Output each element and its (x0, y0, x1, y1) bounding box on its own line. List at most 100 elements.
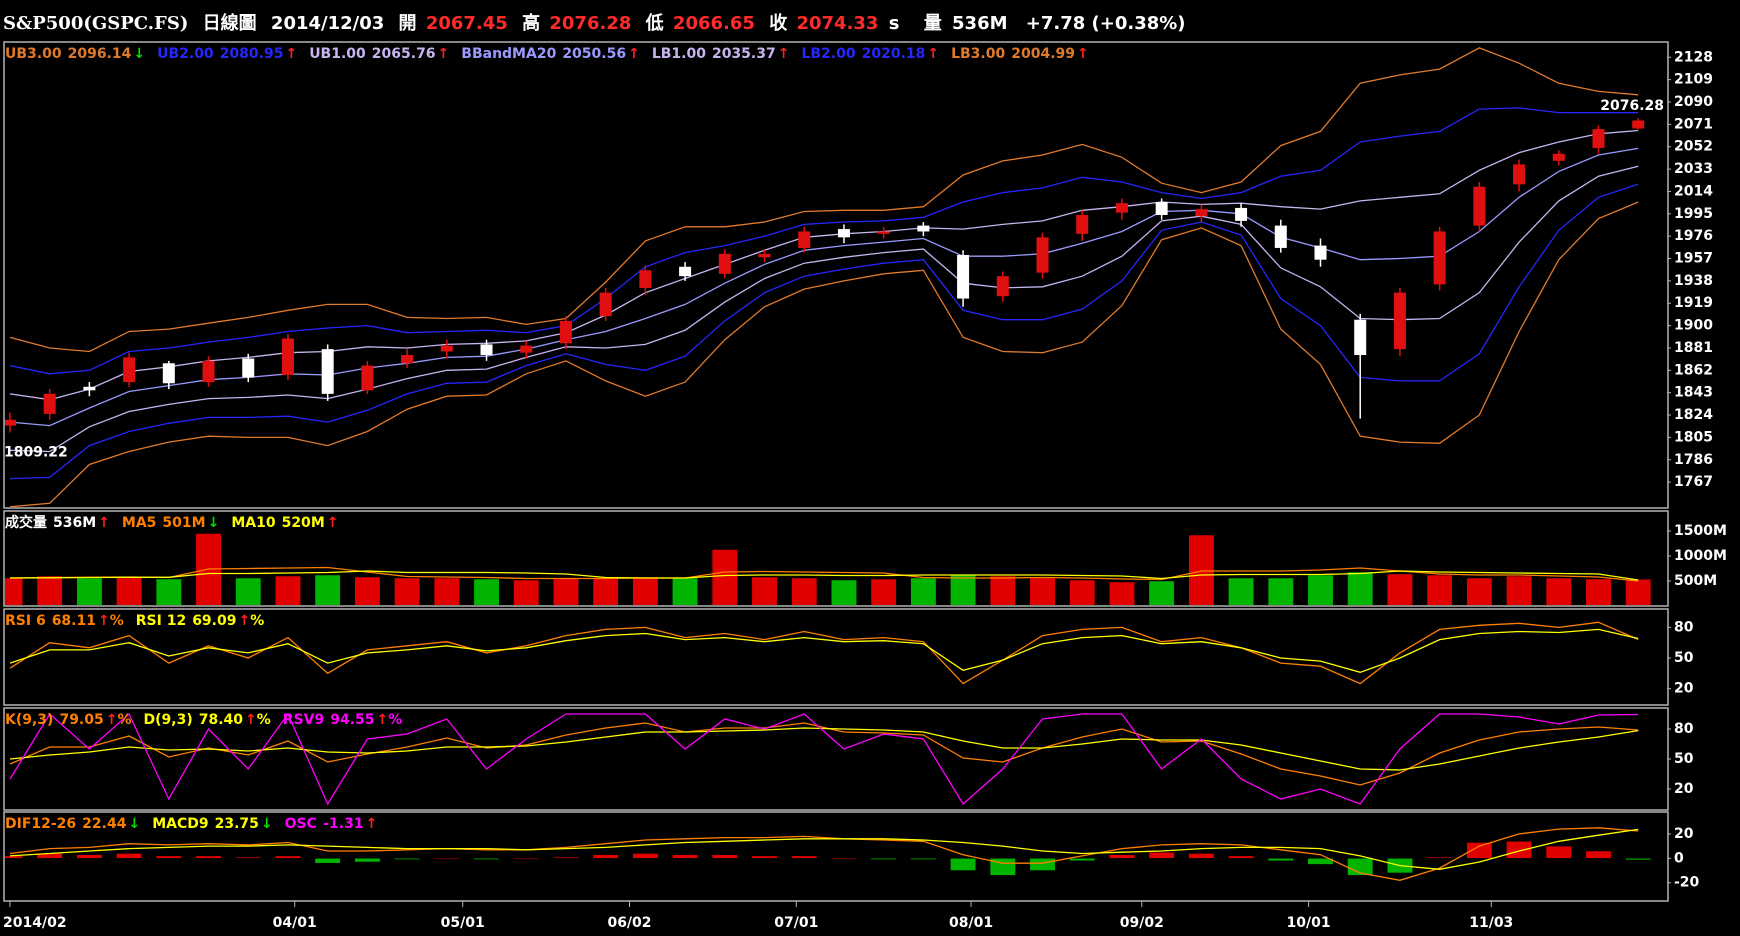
date: 2014/12/03 (271, 13, 384, 34)
candle-body (1076, 214, 1089, 234)
bar (116, 853, 143, 859)
legend-name: BBandMA20 (461, 46, 556, 62)
legend-unit: M (311, 515, 325, 531)
legend-entry: MA5 501M ↓ (122, 515, 219, 531)
legend-trend: ↑ (628, 46, 640, 62)
legend-name: LB1.00 (652, 46, 706, 62)
legend-entry: RSV9 94.55 ↑% (283, 712, 403, 728)
bar (1188, 853, 1215, 859)
legend-value: 22.44 (82, 816, 127, 832)
panel (5, 827, 1652, 881)
panel (9, 712, 1639, 806)
y-tick-label: 1843 (1674, 385, 1713, 401)
y-tick-label: 0 (1674, 850, 1684, 866)
candle-body (599, 292, 612, 317)
y-tick-label: 1938 (1674, 273, 1713, 289)
bar (1228, 577, 1255, 605)
y-tick-label: 20 (1674, 681, 1694, 697)
legend-name: UB2.00 (157, 46, 214, 62)
legend-entry: MACD9 23.75 ↓ (152, 816, 272, 832)
symbol: S&P500(GSPC.FS) (3, 13, 188, 34)
bar (195, 855, 222, 859)
bar (473, 858, 500, 860)
bar (830, 858, 857, 860)
legend-value: -1.31 (323, 816, 363, 832)
y-tick-label: 1862 (1674, 362, 1713, 378)
bar (1506, 575, 1533, 605)
bar (1267, 858, 1294, 862)
legend-trend: ↑ (106, 712, 118, 728)
bar (235, 577, 262, 605)
bar (195, 533, 222, 605)
low-annotation: 1809.22 (4, 444, 68, 460)
legend-trend: ↑ (98, 515, 110, 531)
legend-name: RSV9 (283, 712, 324, 728)
period: 日線圖 (203, 12, 257, 34)
candle-body (917, 225, 930, 232)
bar (1466, 577, 1493, 605)
indicator-line (9, 712, 1639, 806)
candle-body (877, 231, 890, 234)
panel (5, 47, 1645, 507)
y-tick-label: 50 (1674, 650, 1694, 666)
candle-body (559, 320, 572, 344)
volume-value: 536M (952, 13, 1008, 34)
bar (473, 578, 500, 605)
legend-entry: 成交量 536M ↑ (5, 514, 110, 531)
legend-trend: ↑ (778, 46, 790, 62)
candle-body (202, 360, 215, 383)
y-tick-label: 20 (1674, 826, 1694, 842)
band-line (9, 47, 1639, 353)
candle-body (440, 345, 453, 352)
bar (870, 578, 897, 605)
legend-name: UB1.00 (309, 46, 366, 62)
bar (275, 575, 301, 605)
candle-body (1036, 237, 1049, 273)
candle-body (281, 338, 294, 376)
legend-unit: M (192, 515, 206, 531)
y-tick-label: 20 (1674, 781, 1694, 797)
y-tick-label: 1919 (1674, 295, 1713, 311)
bar (513, 579, 540, 605)
band-line (9, 201, 1639, 507)
candle-body (242, 358, 255, 378)
bar (354, 576, 381, 605)
y-tick-label: 1995 (1674, 206, 1713, 222)
bar (354, 858, 381, 863)
legend-name: MACD9 (152, 816, 208, 832)
legend-trend: ↑ (285, 46, 297, 62)
legend-entry: RSI 6 68.11 ↑% (5, 613, 124, 629)
legend-unit: % (110, 613, 124, 629)
bar (1625, 858, 1652, 861)
bar (1069, 579, 1096, 605)
bar (76, 577, 103, 605)
candle-body (1115, 203, 1128, 213)
bar (592, 854, 619, 859)
legend-value: 2020.18 (862, 46, 926, 62)
candle-body (321, 349, 334, 394)
legend-entry: LB2.00 2020.18 ↑ (801, 46, 939, 62)
bar (1545, 845, 1572, 859)
legend-unit: % (117, 712, 131, 728)
legend-trend: ↑ (327, 515, 339, 531)
band-line (9, 165, 1639, 453)
legend-value: 2035.37 (712, 46, 776, 62)
legend-value: 501 (162, 515, 191, 531)
candle-body (1393, 292, 1406, 350)
y-tick-label: 1000M (1674, 548, 1727, 564)
candle-body (837, 229, 850, 238)
bar (394, 858, 421, 860)
legend-value: 69.09 (192, 613, 236, 629)
low-label: 低 (645, 12, 664, 34)
legend-entry: UB3.00 2096.14 ↓ (5, 46, 145, 62)
legend-entry: UB1.00 2065.76 ↑ (309, 46, 449, 62)
y-tick-label: 2109 (1674, 72, 1713, 88)
legend-value: 78.40 (199, 712, 244, 728)
candle-body (83, 386, 96, 391)
legend-name: OSC (285, 816, 318, 832)
bar (1545, 577, 1572, 605)
bar (1466, 842, 1493, 859)
candle-body (1632, 120, 1645, 129)
bar (513, 858, 540, 860)
